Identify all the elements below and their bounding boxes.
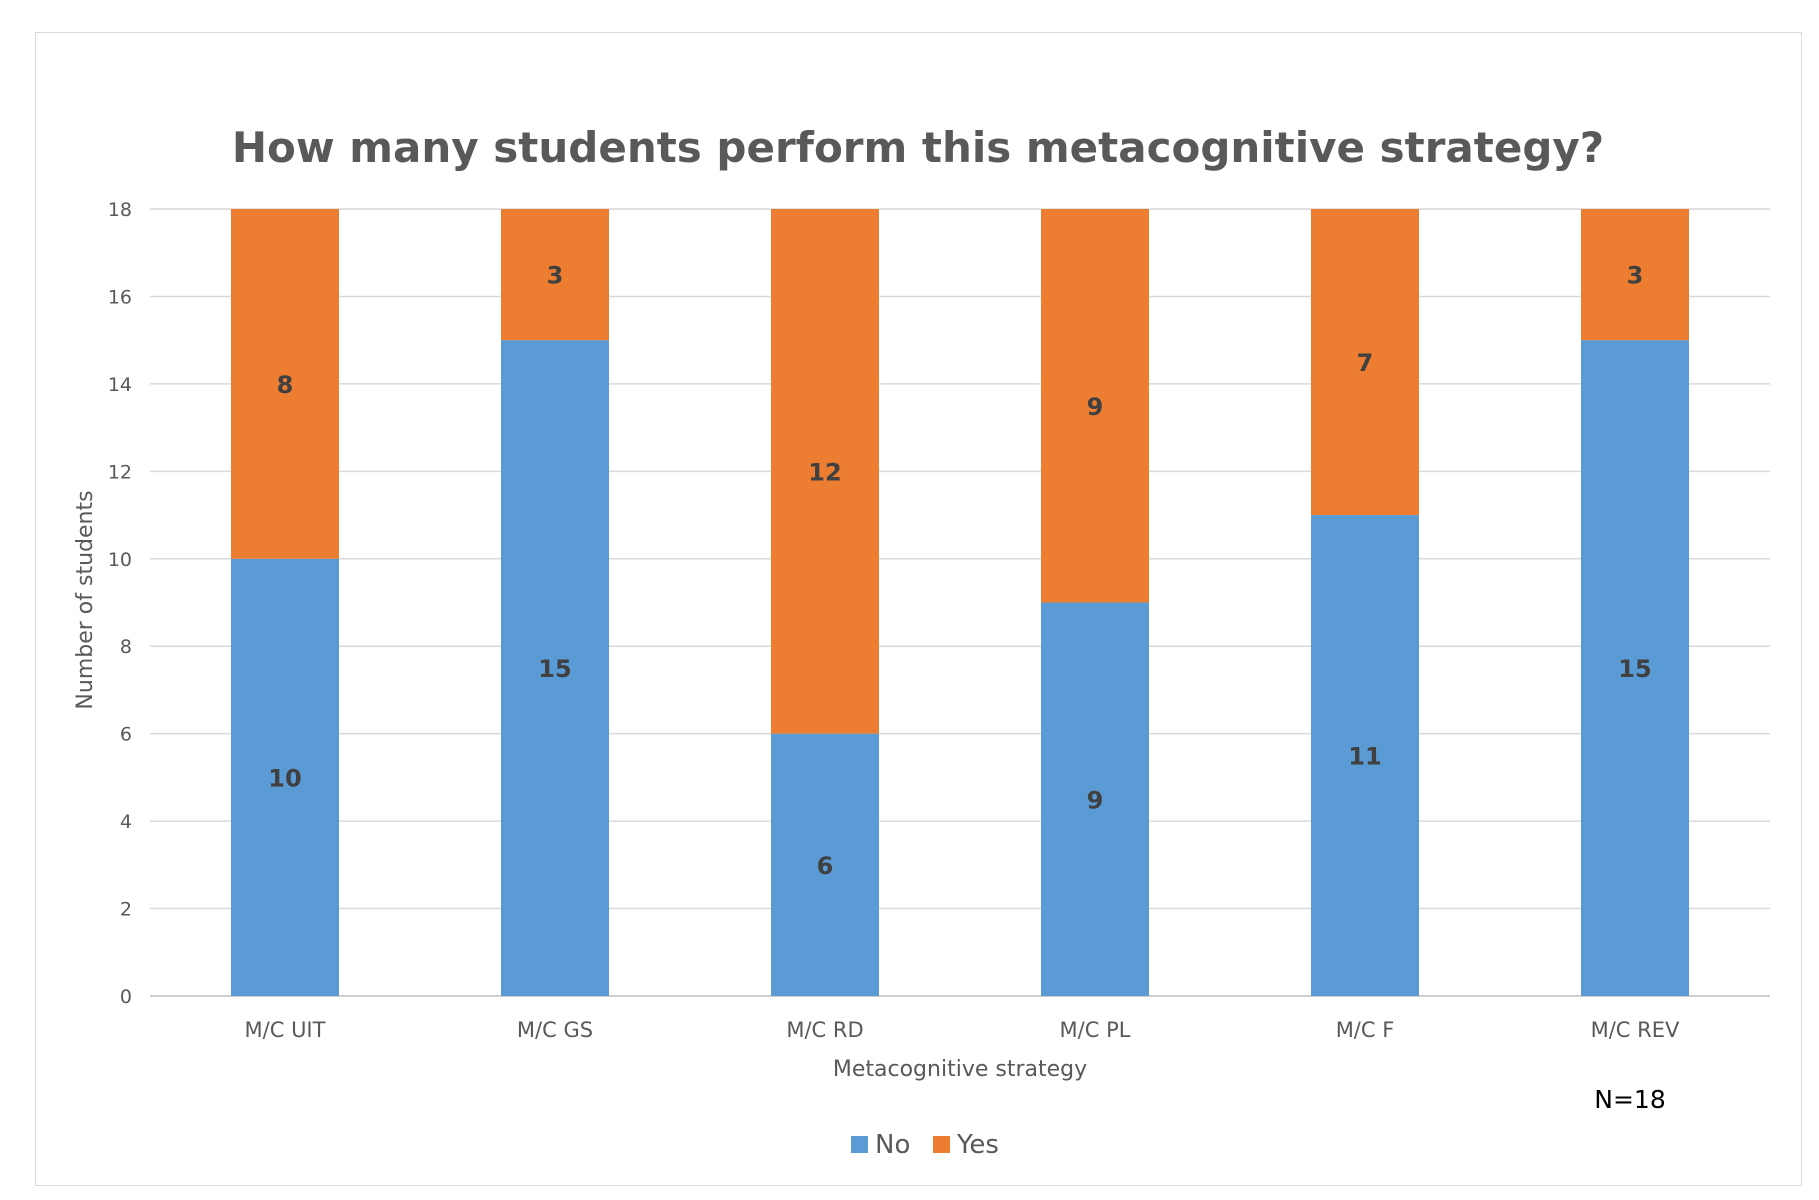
y-tick-label: 6 [120, 724, 132, 746]
legend-swatch-no [851, 1136, 868, 1153]
bar-yes-0 [231, 209, 339, 559]
y-tick-label: 0 [120, 986, 132, 1008]
x-axis-title: Metacognitive strategy [833, 1057, 1087, 1082]
legend-label-yes: Yes [956, 1130, 999, 1160]
bar-yes-1 [501, 209, 609, 341]
data-label: 12 [808, 458, 841, 486]
bar-no-1 [501, 340, 609, 997]
data-label: 9 [1087, 786, 1104, 814]
data-label: 7 [1357, 349, 1374, 377]
x-tick-label: M/C GS [517, 1018, 593, 1042]
data-label: 8 [277, 371, 294, 399]
x-tick-label: M/C RD [786, 1018, 863, 1042]
gridlines [150, 208, 1770, 997]
bar-yes-3 [1041, 209, 1149, 603]
y-tick-label: 2 [120, 899, 132, 921]
data-label: 11 [1348, 743, 1381, 771]
data-labels: 10 8 15 3 6 12 9 9 11 7 15 3 [268, 262, 1651, 880]
bar-no-4 [1311, 515, 1419, 996]
chart-title: How many students perform this metacogni… [232, 123, 1604, 172]
legend-label-no: No [875, 1130, 910, 1160]
bar-yes-5 [1581, 209, 1689, 341]
bar-no-0 [231, 558, 339, 996]
y-tick-label: 16 [108, 286, 132, 308]
y-tick-label: 14 [108, 374, 132, 396]
bar-no-2 [771, 733, 879, 996]
x-axis-ticks: M/C UIT M/C GS M/C RD M/C PL M/C F M/C REV [245, 1018, 1680, 1042]
x-tick-label: M/C REV [1591, 1018, 1680, 1042]
data-label: 6 [817, 852, 834, 880]
legend: No Yes [851, 1130, 999, 1160]
x-tick-label: M/C UIT [245, 1018, 326, 1042]
y-tick-label: 12 [108, 461, 132, 483]
y-tick-label: 18 [108, 199, 132, 221]
y-axis-title: Number of students [73, 490, 98, 709]
data-label: 9 [1087, 393, 1104, 421]
y-tick-label: 8 [120, 636, 132, 658]
data-label: 15 [538, 655, 571, 683]
legend-swatch-yes [933, 1136, 950, 1153]
bar-yes-4 [1311, 209, 1419, 516]
data-label: 3 [547, 262, 564, 290]
data-label: 3 [1627, 262, 1644, 290]
bar-no-5 [1581, 340, 1689, 997]
sample-size-note: N=18 [1594, 1085, 1665, 1114]
data-label: 10 [268, 764, 301, 792]
x-tick-label: M/C F [1336, 1018, 1395, 1042]
y-tick-label: 10 [108, 549, 132, 571]
y-axis-ticks: 0 2 4 6 8 10 12 14 16 18 [108, 199, 132, 1008]
bar-no-3 [1041, 602, 1149, 996]
bar-yes-2 [771, 209, 879, 734]
y-tick-label: 4 [120, 811, 132, 833]
x-tick-label: M/C PL [1060, 1018, 1131, 1042]
data-label: 15 [1618, 655, 1651, 683]
bars [231, 209, 1689, 997]
